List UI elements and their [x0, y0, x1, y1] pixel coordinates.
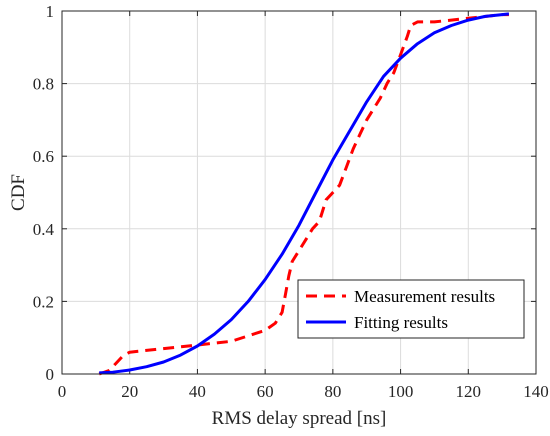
y-tick-label: 0.6	[33, 147, 54, 166]
series-lines	[98, 12, 510, 376]
x-axis-label: RMS delay spread [ns]	[212, 408, 387, 429]
legend-label-fitting: Fitting results	[354, 313, 448, 332]
y-tick-label: 0.4	[33, 220, 55, 239]
x-tick-label: 100	[388, 382, 414, 401]
x-tick-label: 120	[456, 382, 482, 401]
y-axis-label: CDF	[8, 174, 29, 211]
x-tick-label: 0	[58, 382, 67, 401]
x-tick-label: 80	[324, 382, 341, 401]
x-tick-label: 40	[189, 382, 206, 401]
x-tick-label: 20	[121, 382, 138, 401]
legend-box	[297, 279, 525, 339]
legend: Measurement results Fitting results	[297, 279, 525, 339]
x-tick-label: 60	[257, 382, 274, 401]
legend-label-measurement: Measurement results	[354, 287, 495, 306]
y-tick-label: 0.8	[33, 75, 54, 94]
y-tick-label: 0.2	[33, 292, 54, 311]
y-tick-label: 1	[46, 2, 55, 21]
series-line-1	[99, 12, 510, 375]
x-tick-label: 140	[523, 382, 549, 401]
plot-frame	[61, 10, 537, 375]
series-line-0	[98, 13, 509, 376]
y-tick-label: 0	[46, 365, 55, 384]
axis-ticks: 0 20 40 60 80 100 120 140 0 0.2 0.4 0.6 0.8 1	[33, 2, 549, 401]
